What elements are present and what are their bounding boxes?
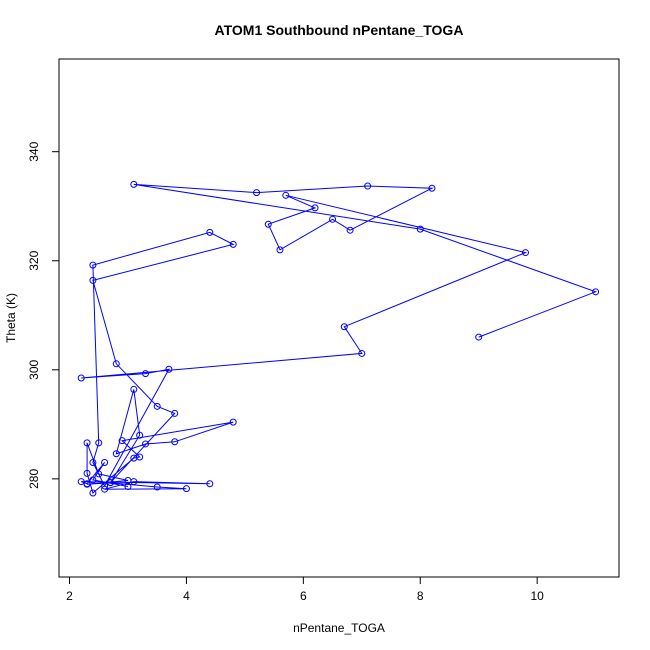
data-point <box>130 454 138 462</box>
y-axis-label: Theta (K) <box>4 293 18 343</box>
x-tick-label: 8 <box>417 589 424 603</box>
x-tick-label: 2 <box>66 589 73 603</box>
data-point <box>165 365 173 373</box>
data-point <box>206 480 214 488</box>
data-point <box>95 470 103 478</box>
x-tick-label: 4 <box>183 589 190 603</box>
data-point <box>229 240 237 248</box>
data-point <box>340 323 348 331</box>
data-point <box>428 184 436 192</box>
data-point <box>89 276 97 284</box>
y-tick-label: 300 <box>27 359 41 379</box>
data-point <box>276 246 284 254</box>
data-point <box>153 483 161 491</box>
data-point <box>106 479 114 487</box>
data-point <box>101 458 109 466</box>
x-tick-label: 6 <box>300 589 307 603</box>
data-point <box>83 480 91 488</box>
data-point <box>142 440 150 448</box>
data-point <box>142 370 150 378</box>
data-point <box>83 469 91 477</box>
data-point <box>592 288 600 296</box>
data-point <box>206 228 214 236</box>
data-point <box>83 439 91 447</box>
data-point <box>101 485 109 493</box>
x-tick-label: 10 <box>530 589 544 603</box>
data-point <box>311 204 319 212</box>
y-tick-label: 280 <box>27 469 41 489</box>
data-point <box>416 225 424 233</box>
data-point <box>101 482 109 490</box>
data-point <box>130 180 138 188</box>
data-point <box>124 482 132 490</box>
data-point <box>364 182 372 190</box>
data-point <box>89 489 97 497</box>
data-point <box>182 485 190 493</box>
data-point <box>89 476 97 484</box>
data-point <box>329 215 337 223</box>
x-axis-label: nPentane_TOGA <box>293 621 385 635</box>
y-axis: 280 300 320 340 <box>27 141 60 489</box>
data-point <box>89 261 97 269</box>
data-point <box>264 220 272 228</box>
data-point <box>112 360 120 368</box>
data-point <box>171 438 179 446</box>
connecting-line <box>81 183 598 494</box>
data-point <box>130 385 138 393</box>
data-point <box>282 191 290 199</box>
data-point <box>112 450 120 458</box>
y-tick-label: 320 <box>27 250 41 270</box>
data-point <box>171 409 179 417</box>
x-axis: 2 4 6 8 10 <box>66 576 544 603</box>
data-point <box>253 189 261 197</box>
data-point <box>130 478 138 486</box>
data-point <box>89 458 97 466</box>
series-line <box>81 183 598 494</box>
data-point <box>346 226 354 234</box>
data-points <box>77 180 600 497</box>
data-point <box>77 374 85 382</box>
data-point <box>95 439 103 447</box>
data-point <box>475 333 483 341</box>
chart-title: ATOM1 Southbound nPentane_TOGA <box>215 22 464 38</box>
data-point <box>136 431 144 439</box>
data-point <box>118 437 126 445</box>
data-point <box>77 478 85 486</box>
plot-frame <box>58 58 620 578</box>
data-point <box>521 249 529 257</box>
y-tick-label: 340 <box>27 141 41 161</box>
data-point <box>229 418 237 426</box>
data-point <box>153 402 161 410</box>
data-point <box>358 349 366 357</box>
